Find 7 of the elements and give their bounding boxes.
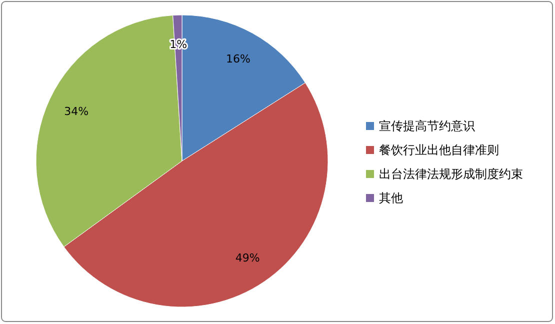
legend-label: 出台法律法规形成制度约束 [379, 167, 523, 182]
legend-label: 餐饮行业出他自律准则 [379, 143, 499, 158]
legend-label: 宣传提高节约意识 [379, 119, 475, 134]
data-label: 34% [64, 105, 89, 118]
data-label: 49% [235, 251, 260, 264]
legend-label: 其他 [379, 191, 403, 206]
data-label: 16% [226, 52, 250, 66]
